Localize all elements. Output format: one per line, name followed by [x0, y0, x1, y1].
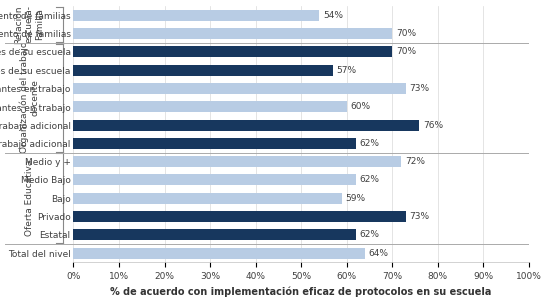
Bar	[74, 211, 405, 222]
Bar	[74, 28, 392, 39]
Text: 76%: 76%	[423, 120, 443, 130]
Text: 57%: 57%	[337, 66, 356, 75]
Text: 62%: 62%	[359, 175, 379, 185]
Text: Oferta Educativa: Oferta Educativa	[25, 160, 34, 236]
Text: 54%: 54%	[323, 11, 343, 20]
Text: 70%: 70%	[396, 29, 416, 38]
Text: 60%: 60%	[350, 102, 371, 111]
Bar	[74, 65, 333, 76]
Bar	[74, 193, 342, 204]
Bar	[74, 156, 401, 167]
Bar	[74, 46, 392, 57]
Text: 72%: 72%	[405, 157, 425, 166]
Text: Organización del trabajo
docente: Organización del trabajo docente	[19, 42, 39, 153]
Text: 64%: 64%	[368, 249, 389, 258]
Bar	[74, 174, 356, 185]
Bar	[74, 229, 356, 240]
Bar	[74, 138, 356, 149]
X-axis label: % de acuerdo con implementación eficaz de protocolos en su escuela: % de acuerdo con implementación eficaz d…	[111, 287, 492, 297]
Bar	[74, 120, 420, 131]
Text: 62%: 62%	[359, 139, 379, 148]
Text: Relación
escuela-
Familia: Relación escuela- Familia	[14, 5, 44, 44]
Text: 59%: 59%	[346, 194, 366, 203]
Text: 62%: 62%	[359, 230, 379, 239]
Text: 73%: 73%	[409, 84, 429, 93]
Bar	[74, 83, 405, 94]
Bar	[74, 248, 365, 259]
Text: 73%: 73%	[409, 212, 429, 221]
Bar	[74, 101, 347, 112]
Bar	[74, 10, 319, 21]
Text: 70%: 70%	[396, 47, 416, 56]
